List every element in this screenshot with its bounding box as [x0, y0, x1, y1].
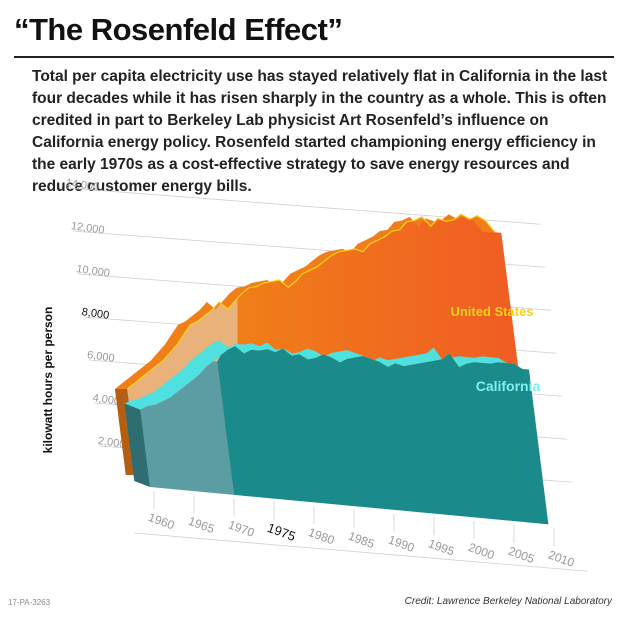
ca-area-late — [217, 346, 549, 525]
x-tick-label: 1985 — [346, 529, 376, 551]
x-tick-label: 1970 — [226, 518, 256, 540]
x-tick-label: 1980 — [306, 525, 336, 547]
y-tick-label: 14,000 — [65, 177, 100, 194]
us-series-line — [126, 213, 496, 390]
page-title: “The Rosenfeld Effect” — [14, 12, 343, 47]
chart: 2,000 4,000 6,000 8,000 10,000 12,000 14,000 k… — [41, 177, 589, 572]
x-tick-label: 2010 — [546, 548, 576, 570]
ca-area-early — [140, 361, 234, 495]
x-axis-baseline — [134, 532, 589, 572]
y-tick-label: 2,000 — [97, 435, 126, 451]
description: Total per capita electricity use has sta… — [32, 68, 608, 195]
x-tick-label: 1990 — [386, 533, 416, 555]
x-tick-label: 2005 — [506, 544, 536, 566]
y-tick-label: 10,000 — [76, 263, 111, 280]
ca-top-band — [124, 340, 523, 410]
y-axis-label: kilowatt hours per person — [41, 307, 55, 454]
y-tick-label: 4,000 — [92, 392, 121, 408]
y-tick-label: 8,000 — [81, 306, 110, 322]
x-tick-label: 1995 — [426, 536, 456, 558]
title-divider — [14, 56, 614, 58]
x-tick-label: 1965 — [186, 514, 216, 536]
ca-series-label: California — [476, 378, 541, 394]
x-tick-label: 1975 — [265, 520, 297, 544]
y-tick-label: 6,000 — [86, 349, 115, 365]
credit-line: Credit: Lawrence Berkeley National Labor… — [404, 596, 612, 607]
graphic-id: 17-PA-3263 — [8, 598, 51, 607]
ca-side-face — [124, 403, 150, 487]
us-series-label: United States — [450, 304, 533, 319]
x-tick-label: 2000 — [466, 540, 496, 562]
x-tick-label: 1960 — [146, 510, 176, 532]
y-tick-label: 12,000 — [70, 220, 105, 237]
